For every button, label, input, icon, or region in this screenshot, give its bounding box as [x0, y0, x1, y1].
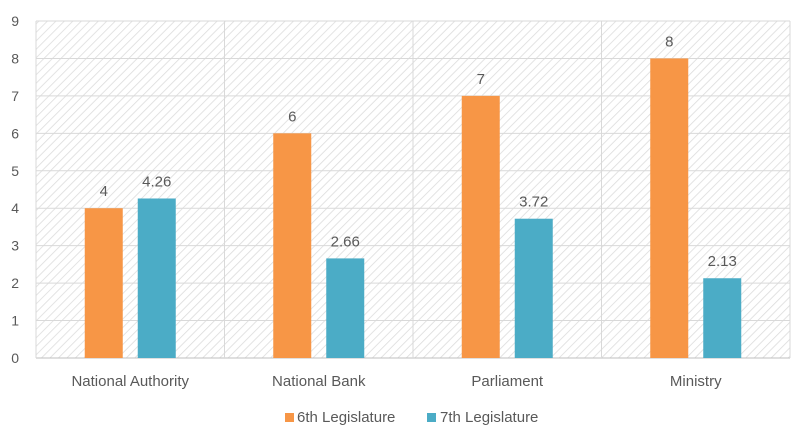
bars: [84, 58, 742, 358]
category-label: Ministry: [670, 373, 722, 390]
y-tick-label: 3: [11, 238, 19, 254]
y-tick-label: 2: [11, 275, 19, 291]
bar: [650, 58, 689, 358]
legend-swatch: [285, 413, 294, 422]
bar: [137, 198, 176, 358]
category-labels: National Authority National Bank Parliamen…: [71, 373, 722, 390]
category-label: National Authority: [71, 373, 189, 390]
data-label: 2.13: [708, 253, 737, 270]
bar: [514, 218, 553, 358]
category-label: National Bank: [272, 373, 366, 390]
y-tick-label: 1: [11, 313, 19, 329]
bar: [273, 133, 312, 358]
category-label: Parliament: [471, 373, 544, 390]
legend: 6th Legislature 7th Legislature: [285, 409, 538, 426]
y-tick-label: 5: [11, 163, 19, 179]
y-tick-label: 7: [11, 88, 19, 104]
data-label: 6: [288, 108, 296, 125]
legend-entry: 7th Legislature: [440, 409, 538, 426]
legend-swatch: [427, 413, 436, 422]
legend-entry: 6th Legislature: [297, 409, 395, 426]
y-tick-label: 8: [11, 50, 19, 66]
y-tick-label: 6: [11, 125, 19, 141]
y-tick-label: 0: [11, 350, 19, 366]
y-tick-label: 4: [11, 200, 19, 216]
data-label: 3.72: [519, 194, 548, 211]
bar: [703, 278, 742, 358]
y-tick-label: 9: [11, 13, 19, 29]
data-label: 4.26: [142, 173, 171, 190]
data-label: 8: [665, 33, 673, 50]
data-label: 4: [100, 183, 108, 200]
y-axis-ticks: 0 1 2 3 4 5 6 7 8 9: [11, 13, 19, 366]
bar: [326, 258, 365, 358]
bar: [461, 95, 500, 358]
bar: [84, 208, 123, 358]
data-labels: 4 4.26 6 2.66 7 3.72 8 2.13: [100, 33, 737, 270]
data-label: 2.66: [331, 233, 360, 250]
data-label: 7: [477, 71, 485, 88]
